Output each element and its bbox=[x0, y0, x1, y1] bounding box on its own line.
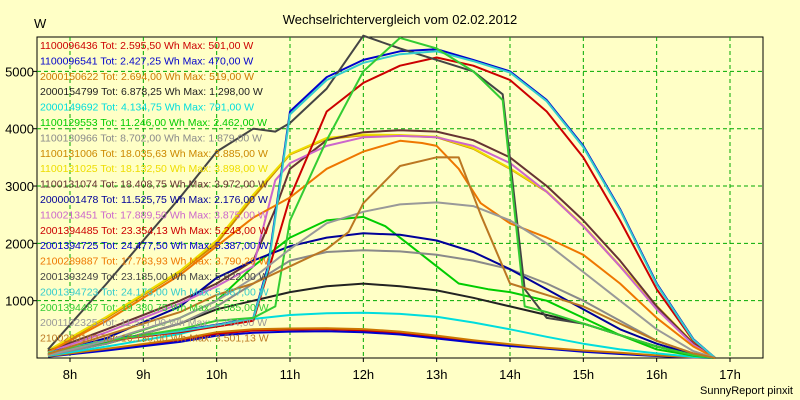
series-line-17 bbox=[47, 36, 716, 359]
series-line-6 bbox=[47, 249, 716, 359]
series-line-19 bbox=[47, 156, 716, 359]
series-line-2 bbox=[47, 327, 716, 359]
legend-entry-13: 2001394725 Tot: 24.477,50 Wh Max: 5.387,… bbox=[40, 240, 269, 252]
legend-entry-17: 2001394487 Tot: 19.380,75 Wh Max: 5.585,… bbox=[40, 302, 269, 314]
y-tick-label: 2000 bbox=[5, 236, 34, 251]
x-tick-label: 9h bbox=[136, 367, 150, 382]
series-layer bbox=[47, 34, 716, 359]
x-tick-label: 11h bbox=[280, 367, 301, 382]
series-line-12 bbox=[47, 56, 716, 359]
legend-entry-12: 2001394485 Tot: 23.354,13 Wh Max: 5.243,… bbox=[40, 225, 269, 237]
legend-entry-7: 1100131006 Tot: 18.035,63 Wh Max: 3.885,… bbox=[40, 148, 268, 160]
y-axis: 1000 2000 3000 4000 5000 bbox=[5, 64, 37, 309]
y-axis-unit: W bbox=[34, 16, 47, 31]
x-tick-label: 15h bbox=[572, 367, 594, 382]
legend-entry-19: 2100290102 Tot: 16.130,00 Wh Max: 3.501,… bbox=[40, 333, 269, 345]
legend-entry-5: 1100129553 Tot: 11.246,00 Wh Max: 2.462,… bbox=[40, 117, 267, 129]
x-tick-label: 16h bbox=[646, 367, 668, 382]
legend-entry-2: 2000150622 Tot: 2.694,00 Wh Max: 519,00 … bbox=[40, 71, 254, 83]
series-line-10 bbox=[47, 232, 716, 359]
y-tick-label: 4000 bbox=[5, 122, 34, 137]
series-line-16 bbox=[47, 50, 716, 359]
series-line-11 bbox=[47, 134, 716, 359]
legend-entry-0: 1100096436 Tot: 2.595,50 Wh Max: 501,00 … bbox=[40, 40, 253, 52]
legend-entry-9: 1100131074 Tot: 18.408,75 Wh Max: 3.972,… bbox=[40, 179, 268, 191]
legend-entry-15: 2001393249 Tot: 23.185,00 Wh Max: 5.622,… bbox=[40, 271, 269, 283]
x-axis: 8h 9h 10h 11h 12h 13h 14h 15h 16h 17h bbox=[63, 358, 741, 382]
legend-entry-4: 2000149692 Tot: 4.134,75 Wh Max: 791,00 … bbox=[40, 102, 254, 114]
legend-entry-11: 1100213451 Tot: 17.889,50 Wh Max: 3.875,… bbox=[40, 209, 268, 221]
legend: 1100096436 Tot: 2.595,50 Wh Max: 501,00 … bbox=[40, 40, 269, 345]
legend-entry-8: 1100131025 Tot: 18.132,50 Wh Max: 3.898,… bbox=[40, 163, 268, 175]
chart-title: Wechselrichtervergleich vom 02.02.2012 bbox=[283, 12, 518, 27]
legend-entry-16: 2001394723 Tot: 24.173,00 Wh Max: 5.387,… bbox=[40, 286, 269, 298]
credit-label: SunnyReport pinxit bbox=[700, 385, 793, 397]
y-tick-label: 5000 bbox=[5, 64, 34, 79]
y-tick-label: 1000 bbox=[5, 294, 34, 309]
legend-entry-14: 2100289887 Tot: 17.783,93 Wh Max: 3.790,… bbox=[40, 256, 269, 268]
legend-entry-6: 1100130966 Tot: 8.702,00 Wh Max: 1.879,0… bbox=[40, 132, 262, 144]
series-line-18 bbox=[47, 201, 716, 359]
x-tick-label: 10h bbox=[206, 367, 228, 382]
y-tick-label: 3000 bbox=[5, 179, 34, 194]
series-line-14 bbox=[47, 139, 716, 359]
legend-entry-18: 2001102325 Tot: 11.517,00 Wh Max: 2.714,… bbox=[40, 317, 267, 329]
x-tick-label: 8h bbox=[63, 367, 77, 382]
x-tick-label: 17h bbox=[719, 367, 741, 382]
x-tick-label: 12h bbox=[352, 367, 374, 382]
legend-entry-3: 2000154799 Tot: 6.878,25 Wh Max: 1.298,0… bbox=[40, 86, 263, 98]
x-tick-label: 14h bbox=[499, 367, 521, 382]
plot-area: 1100096436 Tot: 2.595,50 Wh Max: 501,00 … bbox=[36, 34, 764, 359]
series-line-1 bbox=[47, 330, 716, 359]
legend-entry-10: 2000001478 Tot: 11.525,75 Wh Max: 2.176,… bbox=[40, 194, 268, 206]
x-tick-label: 13h bbox=[426, 367, 448, 382]
series-line-9 bbox=[47, 129, 716, 359]
legend-entry-1: 1100096541 Tot: 2.427,25 Wh Max: 470,00 … bbox=[40, 55, 253, 67]
